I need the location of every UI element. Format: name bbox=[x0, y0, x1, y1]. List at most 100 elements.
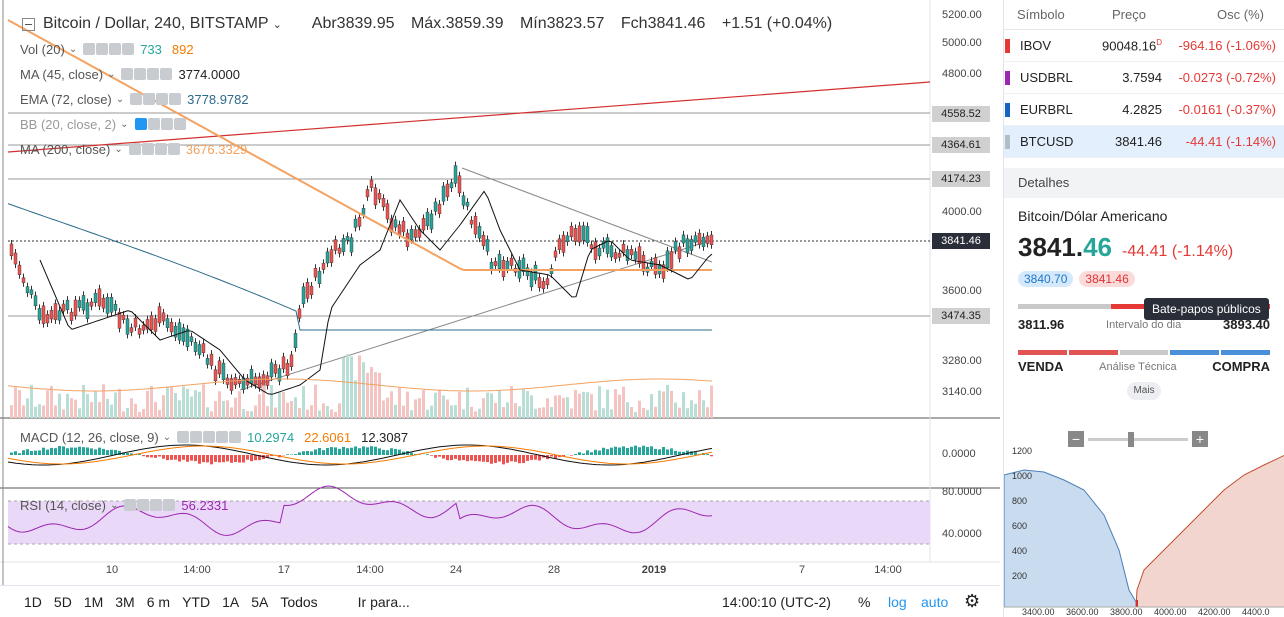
candle bbox=[409, 229, 414, 240]
time-axis[interactable]: 10 14:00 17 14:00 24 28 2019 7 14:00 bbox=[0, 562, 930, 580]
candle bbox=[557, 238, 562, 251]
period-5a[interactable]: 5A bbox=[251, 593, 269, 610]
period-3m[interactable]: 3M bbox=[115, 593, 135, 610]
zoom-slider-knob[interactable] bbox=[1128, 431, 1134, 447]
watchlist-row[interactable]: IBOV 90048.16D -964.16 (-1.06%) bbox=[1004, 30, 1284, 62]
volume-bar bbox=[34, 406, 37, 418]
indicator-controls[interactable] bbox=[121, 68, 173, 80]
macd-histogram-bar bbox=[354, 446, 357, 455]
volume-bar bbox=[562, 397, 565, 418]
legend-rsi[interactable]: RSI (14, close) ⌄ 56.2331 bbox=[20, 496, 228, 514]
macd-histogram-bar bbox=[198, 455, 201, 464]
legend-macd[interactable]: MACD (12, 26, close, 9) ⌄ 10.2974 22.606… bbox=[20, 428, 408, 446]
volume-bar bbox=[134, 403, 137, 418]
candle bbox=[641, 254, 646, 272]
chart-area[interactable]: Bitcoin / Dollar, 240, BITSTAMP ⌄ Abr383… bbox=[0, 0, 1000, 617]
volume-bar bbox=[66, 393, 69, 418]
clock[interactable]: 14:00:10 (UTC-2) bbox=[722, 593, 831, 610]
period-1d[interactable]: 1D bbox=[24, 593, 42, 610]
col-symbol[interactable]: Símbolo bbox=[1017, 7, 1065, 22]
volume-bar bbox=[302, 386, 305, 418]
candle bbox=[633, 251, 638, 260]
candle bbox=[637, 246, 642, 264]
macd-histogram-bar bbox=[410, 452, 413, 455]
candle bbox=[349, 237, 354, 253]
period-1a[interactable]: 1A bbox=[222, 593, 240, 610]
percent-toggle[interactable]: % bbox=[858, 593, 871, 610]
log-toggle[interactable]: log bbox=[888, 593, 907, 610]
chevron-down-icon[interactable]: ⌄ bbox=[162, 431, 172, 443]
watchlist-row[interactable]: BTCUSD 3841.46 -44.41 (-1.14%) bbox=[1004, 126, 1284, 158]
volume-bar bbox=[498, 390, 501, 418]
indicator-controls[interactable] bbox=[177, 431, 242, 443]
macd-histogram-bar bbox=[598, 450, 601, 455]
macd-axis[interactable]: 0.0000 bbox=[930, 420, 998, 488]
candle bbox=[145, 319, 150, 330]
candle bbox=[501, 260, 506, 278]
chevron-down-icon[interactable]: ⌄ bbox=[68, 43, 78, 55]
chevron-down-icon[interactable]: ⌄ bbox=[107, 68, 116, 80]
macd-histogram-bar bbox=[210, 455, 213, 465]
macd-histogram-bar bbox=[158, 455, 161, 457]
chevron-down-icon[interactable]: ⌄ bbox=[120, 118, 129, 130]
chevron-down-icon[interactable]: ⌄ bbox=[109, 499, 119, 511]
depth-y-tick: 200 bbox=[1012, 571, 1027, 581]
legend-ma45[interactable]: MA (45, close) ⌄ 3774.0000 bbox=[20, 65, 240, 83]
legend-ma200[interactable]: MA (200, close) ⌄ 3676.3329 bbox=[20, 140, 247, 158]
period-5d[interactable]: 5D bbox=[53, 593, 72, 610]
more-button[interactable]: Mais bbox=[1127, 382, 1161, 400]
indicator-controls[interactable] bbox=[130, 93, 182, 105]
watchlist-row[interactable]: USDBRL 3.7594 -0.0273 (-0.72%) bbox=[1004, 62, 1284, 94]
depth-zoom[interactable]: − + bbox=[1068, 430, 1208, 448]
indicator-label[interactable]: MA (200, close) bbox=[20, 141, 111, 157]
price-tick: 80.0000 bbox=[942, 486, 982, 498]
collapse-icon[interactable] bbox=[22, 17, 35, 31]
indicator-label[interactable]: BB (20, close, 2) bbox=[20, 116, 117, 132]
candle bbox=[573, 228, 578, 242]
legend-ema72[interactable]: EMA (72, close) ⌄ 3778.9782 bbox=[20, 90, 249, 108]
auto-toggle[interactable]: auto bbox=[921, 593, 949, 610]
chevron-down-icon[interactable]: ⌄ bbox=[272, 18, 282, 31]
indicator-label[interactable]: EMA (72, close) bbox=[20, 91, 112, 107]
legend-vol[interactable]: Vol (20) ⌄ 733 892 bbox=[20, 40, 194, 58]
indicator-label[interactable]: MACD (12, 26, close, 9) bbox=[20, 429, 159, 445]
volume-bar bbox=[578, 393, 581, 418]
indicator-label[interactable]: RSI (14, close) bbox=[20, 497, 106, 513]
symbol-title[interactable]: Bitcoin / Dollar, 240, BITSTAMP bbox=[43, 15, 269, 32]
ta-label[interactable]: Análise Técnica bbox=[1099, 360, 1177, 373]
period-1m[interactable]: 1M bbox=[83, 593, 104, 610]
macd-histogram-bar bbox=[242, 455, 245, 463]
period-all[interactable]: Todos bbox=[280, 593, 318, 610]
macd-histogram-bar bbox=[258, 455, 261, 461]
indicator-label[interactable]: Vol (20) bbox=[20, 41, 65, 57]
details-header[interactable]: Detalhes bbox=[1004, 168, 1284, 198]
legend-bb[interactable]: BB (20, close, 2) ⌄ bbox=[20, 115, 192, 133]
zoom-out-button[interactable]: − bbox=[1068, 431, 1084, 447]
zoom-in-button[interactable]: + bbox=[1192, 431, 1208, 447]
goto-button[interactable]: Ir para... bbox=[357, 593, 410, 610]
current-price-box: 3841.46 bbox=[932, 233, 990, 249]
candle bbox=[357, 217, 362, 227]
rsi-axis[interactable]: 80.0000 40.0000 bbox=[930, 486, 998, 562]
indicator-label[interactable]: MA (45, close) bbox=[20, 66, 104, 82]
volume-bar bbox=[666, 384, 669, 418]
col-price[interactable]: Preço bbox=[1112, 7, 1146, 22]
indicator-controls[interactable] bbox=[134, 118, 186, 130]
indicator-controls[interactable] bbox=[128, 143, 180, 155]
chevron-down-icon[interactable]: ⌄ bbox=[114, 143, 123, 155]
indicator-controls[interactable] bbox=[124, 499, 176, 511]
macd-histogram-bar bbox=[550, 455, 553, 457]
watchlist-row[interactable]: EURBRL 4.2825 -0.0161 (-0.37%) bbox=[1004, 94, 1284, 126]
volume-bar bbox=[634, 411, 637, 418]
price-axis[interactable]: 5200.00 5000.00 4800.00 4558.52 4364.61 … bbox=[930, 0, 998, 420]
indicator-controls[interactable] bbox=[83, 43, 135, 55]
volume-bar bbox=[18, 390, 21, 418]
col-change[interactable]: Osc (%) bbox=[1217, 7, 1264, 22]
gear-icon[interactable]: ⚙ bbox=[964, 591, 981, 611]
period-ytd[interactable]: YTD bbox=[182, 593, 211, 610]
depth-chart[interactable]: 1200 1000 800 600 400 200 3400.00 3600.00 3800.0… bbox=[1004, 430, 1284, 617]
period-6m[interactable]: 6 m bbox=[146, 593, 171, 610]
volume-bar bbox=[618, 394, 621, 418]
volume-bar bbox=[362, 362, 365, 418]
chevron-down-icon[interactable]: ⌄ bbox=[115, 93, 125, 105]
